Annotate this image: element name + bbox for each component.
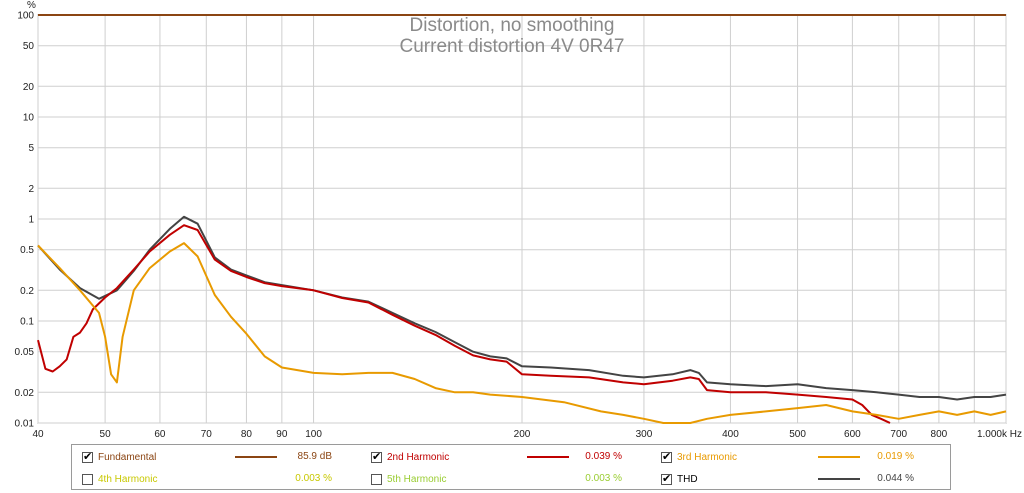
x-tick-label: 600 — [844, 429, 861, 440]
x-tick-label: 40 — [32, 429, 44, 440]
legend-label: 4th Harmonic — [98, 473, 158, 485]
x-tick-label: 400 — [722, 429, 739, 440]
x-tick-label: 800 — [931, 429, 948, 440]
series-line-2nd-harmonic — [37, 224, 891, 424]
y-tick-label: 5 — [28, 143, 34, 154]
2nd-harmonic-value: 0.039 % — [585, 451, 622, 462]
3rd-harmonic-swatch — [818, 456, 860, 458]
y-tick-label: 0.5 — [20, 245, 34, 256]
y-tick-label: 0.02 — [15, 388, 35, 399]
x-tick-label: 300 — [636, 429, 653, 440]
legend-label: Fundamental — [98, 451, 157, 463]
legend-item-3rd-harmonic[interactable]: 3rd Harmonic — [661, 447, 737, 467]
legend-label: 5th Harmonic — [387, 473, 447, 485]
x-tick-label: 200 — [514, 429, 531, 440]
chart-subtitle: Current distortion 4V 0R47 — [400, 36, 625, 57]
grid — [37, 14, 1007, 424]
y-tick-label: 0.2 — [20, 286, 34, 297]
5th-harmonic-checkbox[interactable] — [371, 473, 382, 485]
legend: Fundamental 85.9 dB 2nd Harmonic 0.039 %… — [71, 444, 951, 490]
y-tick-label: 0.1 — [20, 317, 34, 328]
x-tick-label: 50 — [100, 429, 112, 440]
y-tick-label: 100 — [17, 11, 34, 22]
5th-harmonic-value: 0.003 % — [585, 473, 622, 484]
x-tick-label: 1.000k Hz — [977, 429, 1022, 440]
legend-label: 2nd Harmonic — [387, 451, 450, 463]
legend-label: THD — [677, 473, 698, 485]
thd-swatch — [818, 478, 860, 480]
series-lines — [37, 14, 1007, 424]
2nd-harmonic-checkbox[interactable] — [371, 450, 382, 463]
x-tick-label: 100 — [305, 429, 322, 440]
y-tick-label: 0.05 — [15, 347, 35, 358]
legend-item-thd[interactable]: THD — [661, 469, 698, 489]
y-tick-label: 0.01 — [15, 419, 35, 430]
legend-item-2nd-harmonic[interactable]: 2nd Harmonic — [371, 447, 449, 467]
x-tick-label: 70 — [201, 429, 213, 440]
legend-item-5th-harmonic[interactable]: 5th Harmonic — [371, 469, 446, 489]
x-tick-label: 60 — [154, 429, 166, 440]
4th-harmonic-value: 0.003 % — [295, 473, 332, 484]
legend-row-1: Fundamental 85.9 dB 2nd Harmonic 0.039 %… — [72, 447, 950, 467]
4th-harmonic-checkbox[interactable] — [82, 473, 93, 485]
3rd-harmonic-checkbox[interactable] — [661, 450, 672, 463]
x-tick-label: 500 — [789, 429, 806, 440]
3rd-harmonic-value: 0.019 % — [877, 451, 914, 462]
x-tick-label: 700 — [890, 429, 907, 440]
legend-item-fundamental[interactable]: Fundamental — [82, 447, 156, 467]
y-tick-label: 10 — [23, 113, 35, 124]
y-tick-label: 2 — [28, 184, 34, 195]
y-tick-label: 20 — [23, 82, 35, 93]
y-axis-unit-label: % — [27, 0, 36, 11]
chart-title: Distortion, no smoothing — [410, 15, 615, 36]
legend-label: 3rd Harmonic — [677, 451, 738, 463]
thd-checkbox[interactable] — [661, 472, 672, 485]
fundamental-checkbox[interactable] — [82, 450, 93, 463]
thd-value: 0.044 % — [877, 473, 914, 484]
fundamental-value: 85.9 dB — [297, 451, 332, 462]
y-tick-label: 1 — [28, 215, 34, 226]
legend-row-2: 4th Harmonic 0.003 % 5th Harmonic 0.003 … — [72, 469, 950, 489]
legend-item-4th-harmonic[interactable]: 4th Harmonic — [82, 469, 157, 489]
x-tick-label: 90 — [276, 429, 288, 440]
series-line-3rd-harmonic — [37, 242, 1007, 424]
series-line-thd — [37, 215, 1007, 401]
fundamental-swatch — [235, 456, 277, 458]
y-tick-label: 50 — [23, 41, 35, 52]
x-tick-label: 80 — [241, 429, 253, 440]
2nd-harmonic-swatch — [527, 456, 569, 458]
